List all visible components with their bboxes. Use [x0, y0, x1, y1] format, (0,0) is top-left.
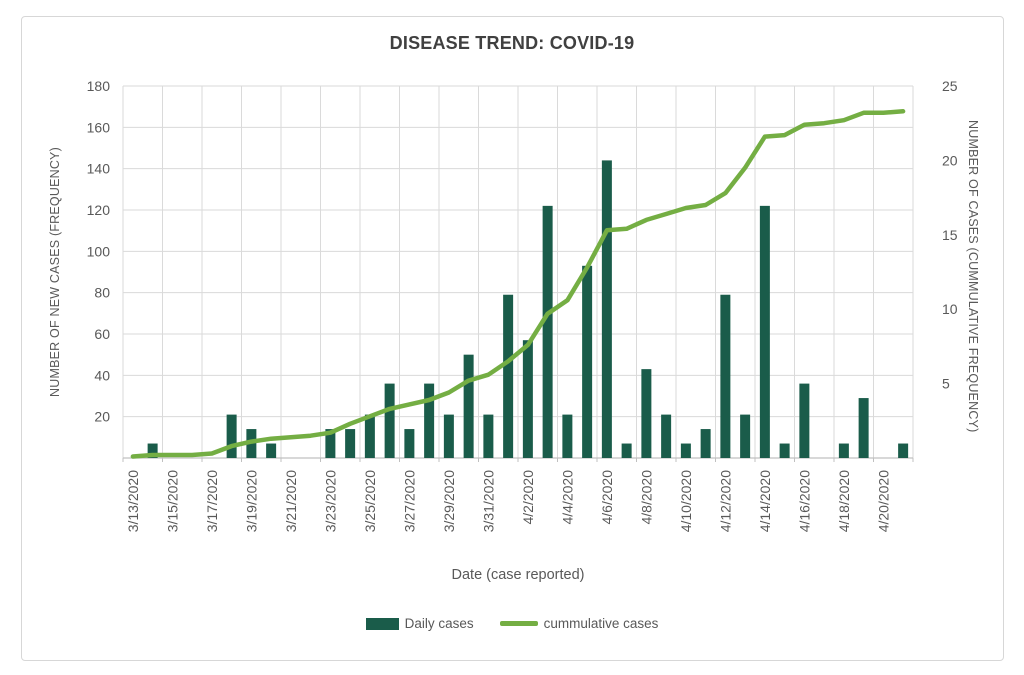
- x-tick-label: 3/17/2020: [204, 470, 220, 532]
- x-tick-label: 4/12/2020: [717, 470, 733, 532]
- x-tick-label: 3/31/2020: [480, 470, 496, 532]
- x-tick-label: 3/21/2020: [283, 470, 299, 532]
- bar-3/28/2020: [424, 383, 435, 458]
- x-tick-label: 4/20/2020: [875, 470, 891, 532]
- left-tick-label: 60: [94, 326, 110, 342]
- cumulative-line: [130, 109, 906, 459]
- left-tick-label: 80: [94, 285, 110, 301]
- right-tick-label: 20: [942, 152, 958, 168]
- bar-4/3/2020: [542, 205, 553, 458]
- bar-3/14/2020: [147, 443, 158, 458]
- bar-3/23/2020: [325, 429, 336, 458]
- bar-4/5/2020: [582, 265, 593, 458]
- bar-3/20/2020: [266, 443, 277, 458]
- bar-3/30/2020: [463, 354, 474, 458]
- bar-3/27/2020: [404, 429, 415, 458]
- bar-4/18/2020: [838, 443, 849, 458]
- legend: Daily cases cummulative cases: [0, 616, 1024, 631]
- left-tick-label: 140: [87, 161, 111, 177]
- x-axis-title: Date (case reported): [451, 567, 585, 583]
- x-tick-label: 4/2/2020: [520, 470, 536, 525]
- right-tick-label: 15: [942, 227, 958, 243]
- right-axis-title: NUMBER OF CASES (CUMMULATIVE FREQUENCY): [966, 119, 980, 433]
- left-tick-label: 20: [94, 409, 110, 425]
- x-tick-label: 4/18/2020: [836, 470, 852, 532]
- bar-4/14/2020: [759, 205, 770, 458]
- x-tick-label: 3/29/2020: [441, 470, 457, 532]
- bar-4/9/2020: [661, 414, 672, 458]
- x-tick-label: 4/14/2020: [757, 470, 773, 532]
- bar-4/6/2020: [601, 160, 612, 458]
- legend-item-daily-cases: Daily cases: [365, 616, 474, 631]
- left-tick-label: 100: [87, 243, 111, 259]
- left-tick-label: 180: [87, 78, 111, 94]
- x-tick-label: 3/15/2020: [164, 470, 180, 532]
- bar-4/2/2020: [522, 340, 533, 458]
- bar-3/18/2020: [226, 414, 237, 458]
- bar-4/10/2020: [680, 443, 691, 458]
- bar-3/31/2020: [483, 414, 494, 458]
- bar-4/8/2020: [641, 369, 652, 458]
- chart-title: DISEASE TREND: COVID-19: [389, 33, 635, 53]
- left-tick-label: 120: [87, 202, 111, 218]
- bar-4/13/2020: [740, 414, 751, 458]
- left-tick-label: 160: [87, 119, 111, 135]
- x-tick-label: 3/23/2020: [322, 470, 338, 532]
- x-tick-label: 4/10/2020: [678, 470, 694, 532]
- legend-label-daily-cases: Daily cases: [404, 616, 474, 631]
- bar-4/16/2020: [799, 383, 810, 458]
- bar-3/24/2020: [345, 429, 356, 458]
- right-tick-label: 25: [942, 78, 958, 94]
- x-tick-label: 4/6/2020: [599, 470, 615, 525]
- bar-3/25/2020: [364, 414, 375, 458]
- x-tick-label: 3/19/2020: [243, 470, 259, 532]
- x-tick-label: 4/8/2020: [638, 470, 654, 525]
- bar-3/29/2020: [443, 414, 454, 458]
- bar-4/19/2020: [858, 398, 869, 458]
- right-tick-label: 10: [942, 301, 958, 317]
- bar-3/26/2020: [384, 383, 395, 458]
- line-series-swatch: [499, 621, 538, 626]
- bar-4/1/2020: [503, 294, 514, 458]
- x-tick-label: 4/16/2020: [796, 470, 812, 532]
- bar-4/15/2020: [779, 443, 790, 458]
- legend-item-cumulative-cases: cummulative cases: [499, 616, 659, 631]
- bar-4/4/2020: [562, 414, 573, 458]
- right-tick-label: 5: [942, 376, 950, 392]
- left-tick-label: 40: [94, 367, 110, 383]
- bar-4/7/2020: [621, 443, 632, 458]
- x-tick-label: 4/4/2020: [559, 470, 575, 525]
- bar-series-swatch: [365, 617, 399, 630]
- x-tick-label: 3/13/2020: [125, 470, 141, 532]
- bar-4/21/2020: [898, 443, 909, 458]
- bar-4/11/2020: [700, 429, 711, 458]
- legend-label-cumulative-cases: cummulative cases: [543, 616, 659, 631]
- x-tick-label: 3/27/2020: [401, 470, 417, 532]
- bar-4/12/2020: [720, 294, 731, 458]
- x-tick-label: 3/25/2020: [362, 470, 378, 532]
